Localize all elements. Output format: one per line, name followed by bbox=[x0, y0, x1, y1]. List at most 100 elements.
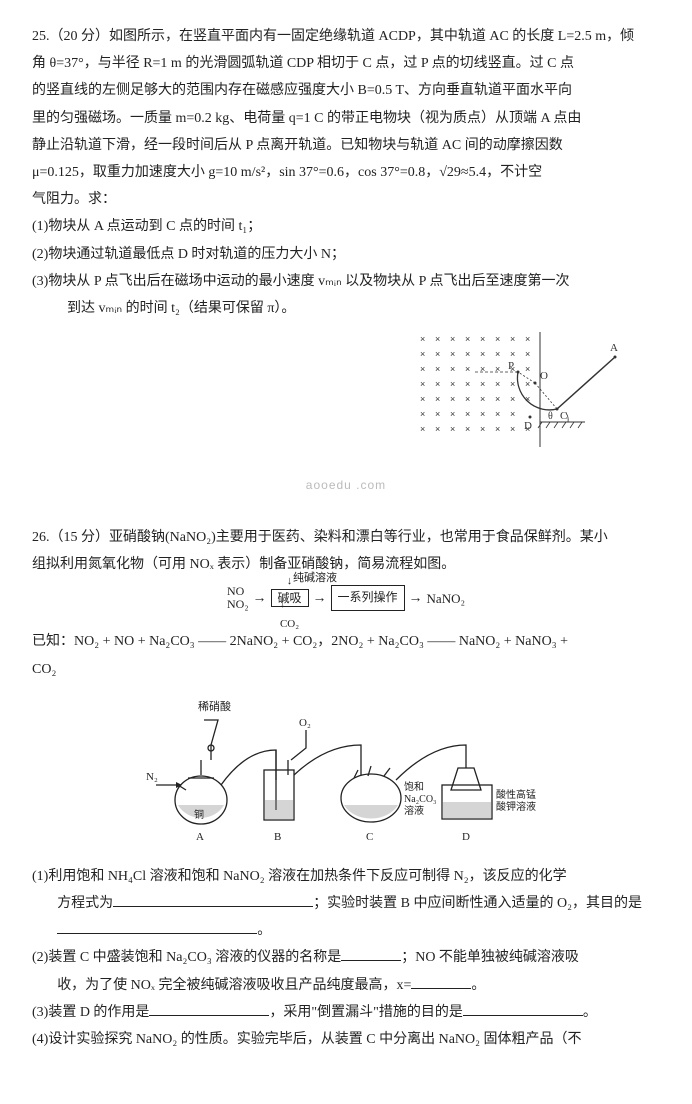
blank[interactable] bbox=[463, 1001, 583, 1016]
svg-text:×: × bbox=[420, 349, 425, 359]
q26-body: 26.（15 分）亚硝酸钠(NaNO₂)主要用于医药、染料和漂白等行业，也常用于… bbox=[32, 525, 660, 1052]
label-A: A bbox=[610, 342, 618, 354]
q26-s1c: ；实验时装置 B 中应间断性通入适量的 O₂，其目的是 bbox=[313, 896, 642, 911]
svg-text:×: × bbox=[480, 409, 485, 419]
arrow-icon: → bbox=[313, 586, 327, 611]
svg-text:×: × bbox=[510, 334, 515, 344]
svg-text:×: × bbox=[465, 334, 470, 344]
svg-text:×: × bbox=[450, 394, 455, 404]
blank[interactable] bbox=[113, 892, 313, 907]
arrow-icon: → bbox=[253, 586, 267, 611]
label-O: O bbox=[540, 370, 548, 382]
q25-l3: 里的匀强磁场。一质量 m=0.2 kg、电荷量 q=1 C 的带正电物块（视为质… bbox=[32, 106, 660, 131]
app-A: A bbox=[196, 831, 204, 843]
svg-text:×: × bbox=[510, 409, 515, 419]
svg-text:×: × bbox=[435, 349, 440, 359]
svg-text:×: × bbox=[435, 379, 440, 389]
svg-text:×: × bbox=[495, 364, 500, 374]
q26-s3b: ，采用"倒置漏斗"措施的目的是 bbox=[269, 1005, 462, 1020]
svg-text:×: × bbox=[480, 394, 485, 404]
svg-text:×: × bbox=[435, 394, 440, 404]
q26-flow: 纯碱溶液 NO NO₂ → 碱吸 ↓ ↓CO₂ → 一系列操作 → NaNO₂ bbox=[32, 585, 660, 611]
lab-o2: O₂ bbox=[299, 717, 311, 729]
svg-text:×: × bbox=[495, 334, 500, 344]
svg-text:×: × bbox=[420, 409, 425, 419]
q26-s4: (4)设计实验探究 NaNO₂ 的性质。实验完毕后，从装置 C 中分离出 NaN… bbox=[32, 1027, 660, 1052]
svg-text:×: × bbox=[450, 364, 455, 374]
svg-text:×: × bbox=[465, 394, 470, 404]
svg-text:×: × bbox=[465, 349, 470, 359]
svg-text:×: × bbox=[510, 394, 515, 404]
app-B: B bbox=[274, 831, 281, 843]
q25-sub3b: 到达 vₘᵢₙ 的时间 t₂（结果可保留 π）。 bbox=[32, 296, 660, 321]
q26-s2c: 收，为了使 NOₓ 完全被纯碱溶液吸收且产品纯度最高，x= bbox=[57, 978, 411, 993]
blank[interactable] bbox=[57, 919, 257, 934]
svg-text:×: × bbox=[510, 349, 515, 359]
svg-text:×: × bbox=[495, 424, 500, 434]
lab-d1: 酸性高锰 bbox=[496, 788, 536, 801]
lab-cu: 铜 bbox=[194, 809, 204, 821]
svg-text:×: × bbox=[420, 364, 425, 374]
blank[interactable] bbox=[411, 974, 471, 989]
lab-n2: N₂ bbox=[146, 771, 158, 783]
svg-text:×: × bbox=[450, 409, 455, 419]
lab-top: 稀硝酸 bbox=[198, 699, 231, 713]
q26-score: （15 分） bbox=[50, 530, 110, 545]
q26-s3c: 。 bbox=[583, 1005, 597, 1020]
blank[interactable] bbox=[149, 1001, 269, 1016]
q26-s1d: 。 bbox=[257, 923, 271, 938]
blank[interactable] bbox=[341, 946, 401, 961]
svg-text:×: × bbox=[480, 334, 485, 344]
svg-text:×: × bbox=[450, 379, 455, 389]
q26-apparatus: 稀硝酸 O₂ N₂ 铜 饱和 Na₂CO₃ 溶液 酸性高锰 酸钾溶液 A B C… bbox=[146, 690, 546, 850]
svg-text:×: × bbox=[420, 424, 425, 434]
q26-eq1: 已知：NO₂ + NO + Na₂CO₃ —— 2NaNO₂ + CO₂，2NO… bbox=[32, 629, 660, 654]
q25-sub3a: (3)物块从 P 点飞出后在磁场中运动的最小速度 vₘᵢₙ 以及物块从 P 点飞… bbox=[32, 269, 660, 294]
svg-text:×: × bbox=[525, 394, 530, 404]
q26-eq2: CO₂ bbox=[32, 657, 660, 682]
svg-text:×: × bbox=[465, 424, 470, 434]
svg-text:×: × bbox=[525, 334, 530, 344]
svg-text:×: × bbox=[465, 409, 470, 419]
svg-text:×: × bbox=[420, 394, 425, 404]
q26-number: 26. bbox=[32, 530, 50, 545]
svg-text:×: × bbox=[450, 424, 455, 434]
q26-apparatus-wrap: 稀硝酸 O₂ N₂ 铜 饱和 Na₂CO₃ 溶液 酸性高锰 酸钾溶液 A B C… bbox=[32, 690, 660, 850]
flow-no: NO bbox=[227, 584, 244, 598]
svg-text:×: × bbox=[480, 364, 485, 374]
flow-co2: CO₂ bbox=[280, 618, 299, 630]
svg-text:×: × bbox=[465, 379, 470, 389]
q25-l1: 角 θ=37°，与半径 R=1 m 的光滑圆弧轨道 CDP 相切于 C 点，过 … bbox=[32, 51, 660, 76]
question-25: 25.（20 分）如图所示，在竖直平面内有一固定绝缘轨道 ACDP，其中轨道 A… bbox=[32, 24, 660, 497]
svg-text:×: × bbox=[480, 424, 485, 434]
arrow-icon: → bbox=[409, 586, 423, 611]
q25-l6: 气阻力。求： bbox=[32, 187, 660, 212]
svg-text:×: × bbox=[495, 349, 500, 359]
q25-l4: 静止沿轨道下滑，经一段时间后从 P 点离开轨道。已知物块与轨道 AC 间的动摩擦… bbox=[32, 133, 660, 158]
q25-l0: 如图所示，在竖直平面内有一固定绝缘轨道 ACDP，其中轨道 AC 的长度 L=2… bbox=[109, 29, 634, 44]
flow-no2: NO₂ bbox=[227, 597, 249, 611]
svg-text:×: × bbox=[435, 334, 440, 344]
q26-s2d: 。 bbox=[471, 978, 485, 993]
app-D: D bbox=[462, 831, 470, 843]
q26-s3a: (3)装置 D 的作用是 bbox=[32, 1005, 149, 1020]
q25-number: 25. bbox=[32, 29, 50, 44]
svg-text:×: × bbox=[480, 379, 485, 389]
watermark: aooedu .com bbox=[32, 475, 660, 497]
svg-text:×: × bbox=[525, 364, 530, 374]
q25-l5: μ=0.125，取重力加速度大小 g=10 m/s²，sin 37°=0.6，c… bbox=[32, 160, 660, 185]
svg-text:×: × bbox=[495, 409, 500, 419]
flow-mid: 一系列操作 bbox=[331, 585, 405, 611]
q26-s1b: 方程式为 bbox=[57, 896, 113, 911]
q26-s2b: ；NO 不能单独被纯碱溶液吸 bbox=[401, 950, 579, 965]
label-C: C bbox=[560, 410, 567, 422]
question-26: 26.（15 分）亚硝酸钠(NaNO₂)主要用于医药、染料和漂白等行业，也常用于… bbox=[32, 525, 660, 1052]
svg-text:×: × bbox=[450, 334, 455, 344]
svg-text:×: × bbox=[435, 409, 440, 419]
q25-figure: P O A C D θ bbox=[410, 327, 620, 457]
label-theta: θ bbox=[548, 411, 553, 422]
q25-score: （20 分） bbox=[50, 29, 110, 44]
svg-text:×: × bbox=[480, 349, 485, 359]
svg-text:×: × bbox=[435, 364, 440, 374]
svg-text:×: × bbox=[495, 394, 500, 404]
